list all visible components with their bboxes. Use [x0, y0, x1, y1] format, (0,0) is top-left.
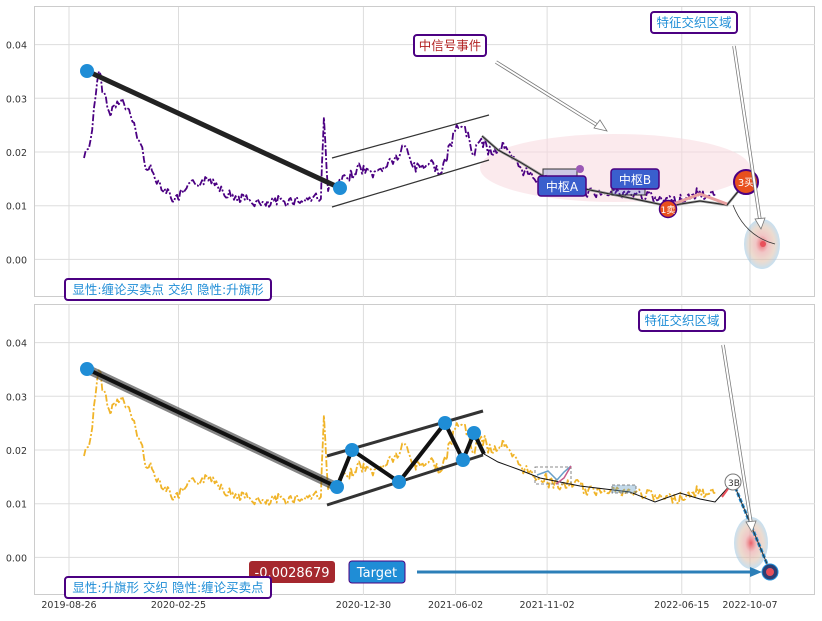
zhongshu-a-tag: [537, 175, 587, 197]
x-tick-label: 2021-06-02: [428, 600, 483, 611]
zigzag-point-1: [330, 480, 344, 494]
pink-segment: [667, 192, 728, 208]
signal-arrow-shaft: [495, 61, 601, 128]
bottom-start-marker: [80, 362, 94, 376]
down-stroke-line-bottom: [86, 367, 338, 489]
x-tick-label: 2019-08-26: [41, 600, 96, 611]
target-badge-label: Target: [356, 566, 397, 581]
pattern-legend-top-label: 显性:缠论买卖点 交织 隐性:升旗形: [72, 282, 264, 297]
signal-event-label: 中信号事件: [419, 38, 482, 53]
top-end-marker: [333, 181, 347, 195]
target-badge: [348, 560, 406, 584]
sell-1-label: 1卖: [661, 205, 676, 216]
pattern-legend-bottom: [64, 576, 272, 599]
region-arrow-shaft-bottom: [722, 344, 752, 524]
region-arrow-head-top: [754, 217, 766, 230]
flag-channel-lower: [331, 159, 490, 208]
region-arrow-head-bottom: [745, 520, 757, 533]
y-tick-label: 0.00: [6, 553, 27, 564]
feature-region-label-top: 特征交织区域: [656, 15, 731, 30]
y-tick-label: 0.00: [6, 255, 27, 266]
x-tick-label: 2021-11-02: [520, 600, 575, 611]
flag-channel-upper: [331, 114, 490, 159]
b3-label: 3B: [728, 479, 740, 489]
value-badge-label: -0.0028679: [255, 566, 330, 581]
y-tick-label: 0.04: [6, 41, 27, 52]
target-oval-bottom: [734, 517, 768, 569]
zigzag-point-6: [467, 426, 481, 440]
y-tick-label: 0.03: [6, 94, 27, 105]
mini-wave-a: [536, 465, 572, 482]
y-tick-label: 0.04: [6, 339, 27, 350]
down-stroke-line: [85, 68, 342, 191]
zhongshu-a-dot: [576, 165, 584, 173]
feature-region-box-top: [650, 11, 738, 34]
buy-3-label: 3买: [738, 177, 754, 189]
feature-region-box-bottom: [638, 309, 726, 332]
mini-box-b: [611, 484, 637, 494]
region-arrow-shaft-top: [733, 45, 761, 221]
zhongshu-b-label: 中枢B: [619, 172, 651, 187]
target-point-inner: [766, 568, 774, 576]
x-tick-label: 2022-06-15: [654, 600, 709, 611]
bi-segments-line: [481, 135, 746, 207]
top-start-marker: [80, 64, 94, 78]
y-tick-label: 0.02: [6, 446, 27, 457]
pattern-legend-top: [64, 278, 272, 301]
feature-region-label-bottom: 特征交织区域: [644, 313, 719, 328]
y-tick-label: 0.01: [6, 202, 27, 213]
zigzag-point-4: [438, 416, 452, 430]
zigzag-point-3: [392, 475, 406, 489]
x-tick-label: 2022-10-07: [722, 600, 777, 611]
signal-event-box: [413, 34, 487, 57]
mini-box-a: [534, 466, 572, 485]
y-tick-label: 0.03: [6, 392, 27, 403]
target-arrow-head: [750, 567, 762, 577]
bottom-series-line: [83, 368, 716, 506]
target-curve-top: [732, 204, 776, 245]
zhongshu-b-tag: [610, 168, 660, 190]
y-tick-label: 0.02: [6, 148, 27, 159]
bi-segments-bottom: [483, 453, 734, 503]
zigzag-point-5: [456, 453, 470, 467]
zhongshu-a-label: 中枢A: [546, 179, 579, 194]
sell-1-badge: [658, 199, 678, 219]
target-dot-top: [760, 241, 766, 247]
b3-badge: [724, 473, 742, 491]
x-tick-label: 2020-02-25: [151, 600, 206, 611]
y-tick-label: 0.01: [6, 500, 27, 511]
pattern-legend-bottom-label: 显性:升旗形 交织 隐性:缠论买卖点: [72, 580, 263, 595]
signal-arrow-head: [593, 119, 608, 132]
mini-wave-a2: [555, 465, 572, 485]
x-tick-label: 2020-12-30: [336, 600, 391, 611]
zigzag-point-2: [345, 443, 359, 457]
